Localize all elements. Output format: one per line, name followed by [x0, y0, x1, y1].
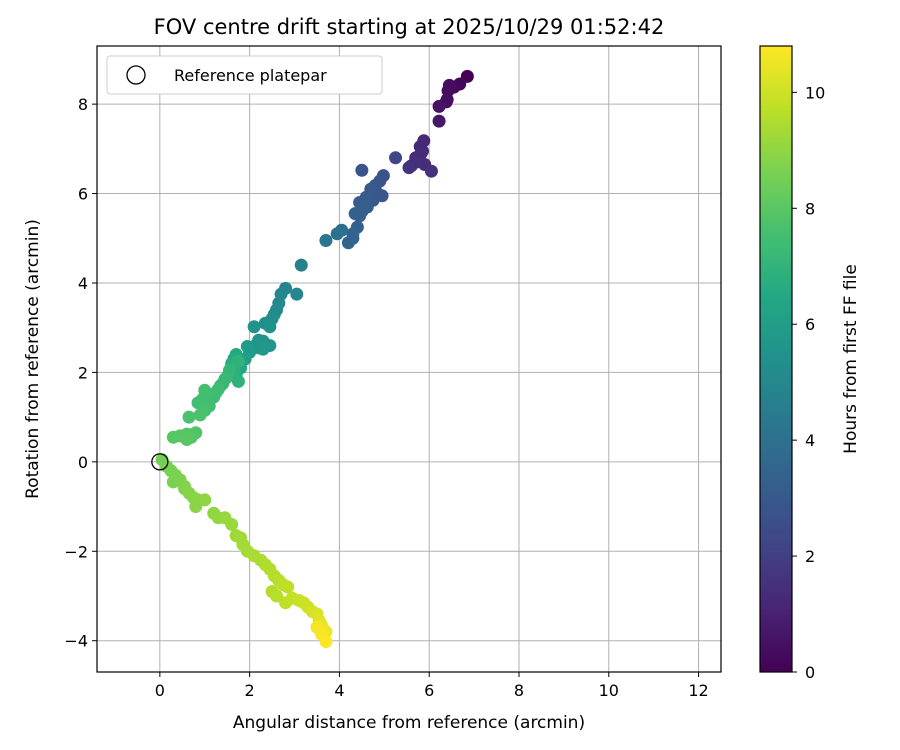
legend-label: Reference platepar — [174, 66, 327, 85]
colorbar-tick-label: 6 — [805, 315, 815, 334]
scatter-point — [442, 78, 456, 92]
colorbar-tick-label: 4 — [805, 431, 815, 450]
x-tick-label: 0 — [155, 681, 165, 700]
legend-marker-icon — [126, 65, 146, 85]
grid — [97, 46, 721, 672]
scatter-point — [290, 287, 304, 301]
x-tick-label: 12 — [688, 681, 708, 700]
y-tick-label: 4 — [78, 274, 88, 293]
scatter-point — [341, 236, 355, 250]
y-axis-label: Rotation from reference (arcmin) — [23, 219, 43, 499]
scatter-point — [218, 372, 232, 386]
scatter-point — [225, 517, 239, 531]
colorbar: 0 2 4 6 8 10 Hours from first FF file — [759, 45, 861, 682]
scatter-point — [389, 151, 403, 165]
y-tick-label: −2 — [64, 542, 88, 561]
colorbar-tick-label: 8 — [805, 199, 815, 218]
scatter-point — [182, 410, 196, 424]
x-axis-label: Angular distance from reference (arcmin) — [233, 713, 585, 733]
scatter-point — [355, 163, 369, 177]
scatter-point — [263, 320, 277, 334]
colorbar-tick-label: 2 — [805, 547, 815, 566]
scatter-point — [193, 408, 207, 422]
scatter-point — [294, 258, 308, 272]
x-tick-label: 6 — [424, 681, 434, 700]
scatter-point — [198, 493, 212, 507]
x-axis-ticks: 0 2 4 6 8 10 12 — [155, 672, 709, 700]
x-tick-label: 4 — [334, 681, 344, 700]
x-tick-label: 2 — [245, 681, 255, 700]
legend-box — [106, 55, 383, 95]
y-tick-label: 8 — [78, 95, 88, 114]
colorbar-ticks: 0 2 4 6 8 10 — [792, 83, 825, 682]
colorbar-tick-label: 0 — [805, 663, 815, 682]
colorbar-gradient — [759, 45, 793, 673]
chart-title: FOV centre drift starting at 2025/10/29 … — [154, 15, 665, 39]
scatter-point — [319, 234, 333, 248]
y-axis-ticks: −4 −2 0 2 4 6 8 — [64, 95, 97, 651]
scatter-point — [231, 374, 245, 388]
colorbar-label: Hours from first FF file — [841, 264, 861, 454]
scatter-point — [270, 589, 284, 603]
scatter-point — [319, 635, 333, 649]
scatter-point — [415, 144, 429, 158]
reference-platepar-marker — [151, 453, 169, 471]
scatter-point — [166, 430, 180, 444]
scatter-point — [240, 339, 254, 353]
scatter-point — [198, 383, 212, 397]
y-tick-label: 6 — [78, 185, 88, 204]
scatter-point — [231, 354, 245, 368]
scatter-point — [330, 227, 344, 241]
x-tick-label: 10 — [599, 681, 619, 700]
scatter-point — [432, 114, 446, 128]
y-tick-label: 2 — [78, 363, 88, 382]
scatter-point — [424, 164, 438, 178]
scatter-point — [432, 99, 446, 113]
legend: Reference platepar — [106, 55, 383, 95]
colorbar-tick-label: 10 — [805, 83, 825, 102]
scatter-point — [256, 342, 270, 356]
plot-frame — [96, 45, 722, 673]
scatter-point — [402, 161, 416, 175]
scatter-point — [247, 320, 261, 334]
y-tick-label: 0 — [78, 453, 88, 472]
scatter-point — [211, 382, 225, 396]
x-tick-label: 8 — [514, 681, 524, 700]
scatter-point — [180, 432, 194, 446]
y-tick-label: −4 — [64, 632, 88, 651]
scatter-point — [348, 207, 362, 221]
scatter-point — [281, 580, 295, 594]
scatter-points — [155, 69, 474, 649]
